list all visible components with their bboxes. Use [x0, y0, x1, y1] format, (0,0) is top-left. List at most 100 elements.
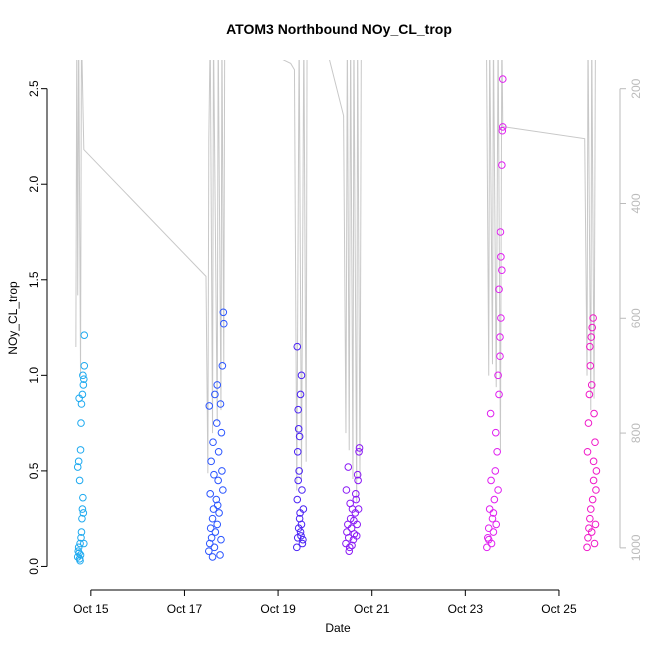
point: [80, 539, 88, 548]
point: [214, 447, 223, 456]
point-layer: [73, 75, 601, 565]
point: [498, 123, 507, 131]
point: [590, 409, 598, 418]
line-layer: [75, 60, 596, 502]
point: [210, 470, 218, 479]
chart-title: ATOM3 Northbound NOy_CL_trop: [226, 21, 452, 37]
point: [208, 553, 217, 561]
point: [489, 509, 498, 517]
x-tick-label: Oct 25: [541, 602, 577, 616]
point: [354, 476, 362, 485]
point: [491, 428, 500, 437]
point: [74, 457, 83, 466]
point: [75, 394, 83, 403]
point: [212, 495, 221, 504]
point: [298, 486, 306, 494]
y2-tick-label: 200: [629, 78, 643, 98]
point: [345, 543, 354, 552]
x-tick-label: Oct 21: [354, 602, 390, 616]
point: [211, 528, 220, 536]
point: [76, 446, 85, 454]
x-tick-label: Oct 15: [73, 602, 109, 616]
point: [344, 533, 353, 542]
point: [297, 371, 306, 380]
point: [495, 285, 503, 294]
point: [586, 505, 595, 513]
point: [296, 390, 305, 399]
point: [80, 331, 89, 340]
x-tick-label: Oct 17: [167, 602, 203, 616]
point: [589, 476, 598, 485]
point: [584, 419, 593, 427]
point: [496, 228, 505, 236]
point: [352, 532, 361, 540]
point: [495, 390, 503, 399]
point: [497, 314, 505, 322]
point: [342, 486, 351, 494]
pressure-line: [75, 60, 596, 502]
point: [76, 551, 85, 559]
point: [213, 381, 222, 389]
point: [215, 509, 223, 517]
point: [584, 533, 592, 542]
point: [498, 126, 507, 135]
point: [80, 375, 88, 383]
point: [298, 539, 307, 548]
point: [219, 319, 228, 328]
y-tick-label: 2.0: [27, 176, 41, 193]
y2-tick-label: 800: [629, 423, 643, 443]
point: [588, 495, 597, 504]
x-tick-label: Oct 23: [448, 602, 484, 616]
point: [490, 495, 499, 504]
y-axis-label: NOy_CL_trop: [6, 281, 20, 355]
point: [213, 501, 222, 510]
point: [583, 447, 592, 456]
point: [353, 470, 362, 479]
point: [492, 520, 501, 529]
point: [583, 543, 591, 552]
point: [294, 405, 303, 414]
point: [79, 509, 88, 517]
point: [355, 447, 363, 456]
point: [211, 390, 219, 399]
point: [488, 514, 497, 523]
point: [294, 425, 303, 433]
point: [295, 467, 303, 475]
point: [592, 486, 600, 494]
point: [295, 432, 304, 441]
point: [213, 520, 222, 529]
point: [590, 539, 599, 548]
point: [587, 528, 596, 536]
point: [80, 361, 89, 370]
point: [74, 543, 83, 552]
point: [217, 535, 225, 544]
point: [588, 323, 596, 332]
point: [218, 361, 227, 370]
point: [350, 530, 359, 538]
point: [297, 520, 306, 529]
point: [494, 371, 502, 380]
point: [207, 457, 215, 466]
x-axis-label: Date: [325, 621, 351, 635]
point: [496, 333, 504, 341]
point: [484, 535, 493, 544]
y2-tick-label: 1000: [629, 534, 643, 561]
point: [587, 333, 596, 341]
point: [73, 463, 82, 471]
point: [483, 543, 491, 552]
point: [207, 533, 216, 542]
y-tick-label: 1.0: [27, 367, 41, 384]
point: [293, 543, 301, 552]
point: [76, 539, 84, 548]
point: [76, 556, 84, 565]
point: [498, 75, 507, 83]
point: [296, 509, 304, 517]
point: [293, 495, 302, 504]
point: [351, 490, 360, 498]
point: [79, 493, 87, 502]
y-tick-label: 0.0: [27, 558, 41, 575]
point: [77, 419, 85, 427]
y2-tick-label: 600: [629, 308, 643, 328]
point: [218, 467, 226, 475]
